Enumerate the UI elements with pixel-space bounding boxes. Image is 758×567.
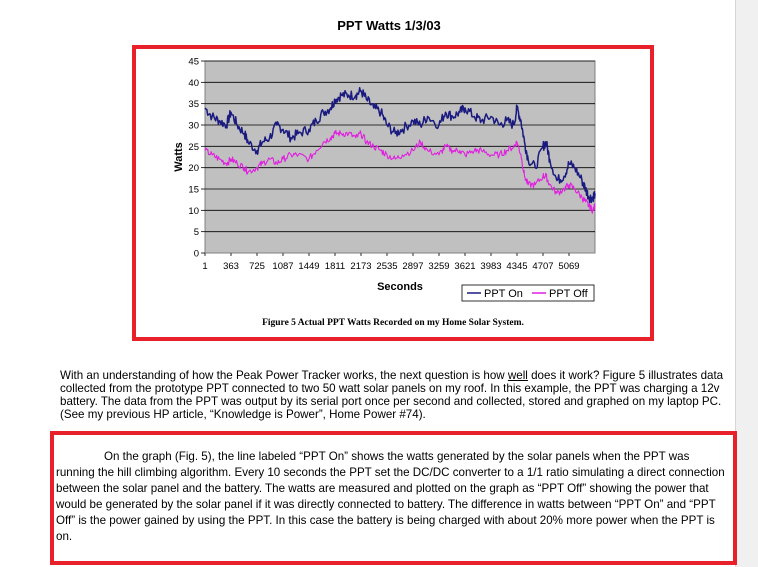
x-tick-label: 1 — [202, 261, 207, 272]
series-line-ppt-on — [204, 87, 596, 204]
x-axis-label: Seconds — [377, 281, 423, 293]
x-tick-label: 1811 — [325, 261, 345, 272]
body-paragraph-2: On the graph (Fig. 5), the line labeled … — [56, 450, 725, 543]
legend-box — [461, 284, 595, 302]
x-tick-label: 3983 — [480, 261, 501, 272]
paragraph-highlight-box — [50, 431, 737, 565]
x-tick-label: 2897 — [402, 261, 423, 272]
x-tick-label: 4707 — [532, 261, 553, 272]
x-tick-label: 4345 — [506, 261, 527, 272]
y-tick-label: 35 — [188, 99, 199, 110]
x-tick-label: 1087 — [272, 261, 293, 272]
x-tick-label: 725 — [249, 261, 265, 272]
y-tick-label: 40 — [188, 78, 199, 89]
series-line-ppt-off — [204, 129, 596, 214]
legend-label: PPT On — [484, 288, 523, 300]
body-paragraph-1-emphasis: well — [507, 369, 528, 382]
x-tick-label: 5069 — [558, 261, 579, 272]
body-paragraph-1-part-a: With an understanding of how the Peak Po… — [60, 369, 508, 382]
x-tick-label: 2173 — [350, 261, 371, 272]
legend-label: PPT Off — [549, 288, 589, 300]
plot-layer: 0 5 10 15 20 25 30 35 40 45 1 363 725 1087 1449 1811 217… — [173, 57, 596, 302]
chart-title: PPT Watts 1/3/03 — [337, 18, 441, 33]
chart-highlight-box — [132, 45, 654, 341]
plot-area — [204, 60, 596, 254]
x-tick-label: 2535 — [376, 261, 397, 272]
y-tick-label: 45 — [188, 57, 199, 68]
x-tick-label: 363 — [223, 261, 239, 272]
x-tick-label: 3259 — [428, 261, 449, 272]
x-tick-label: 1449 — [298, 261, 319, 272]
y-tick-label: 5 — [194, 227, 199, 238]
y-tick-label: 20 — [188, 163, 199, 174]
y-tick-label: 0 — [194, 249, 199, 260]
page-scrollbar-gutter — [735, 0, 758, 567]
figure-caption: Figure 5 Actual PPT Watts Recorded on my… — [262, 318, 524, 328]
y-tick-label: 15 — [188, 185, 199, 196]
y-axis-label: Watts — [173, 142, 185, 172]
body-paragraph-1: With an understanding of how the Peak Po… — [60, 369, 725, 421]
y-tick-label: 30 — [188, 121, 199, 132]
x-tick-label: 3621 — [454, 261, 475, 272]
body-paragraph-1-part-b: does it work? Figure 5 illustrates data … — [60, 369, 724, 421]
y-tick-label: 10 — [188, 206, 199, 217]
y-tick-label: 25 — [188, 142, 199, 153]
